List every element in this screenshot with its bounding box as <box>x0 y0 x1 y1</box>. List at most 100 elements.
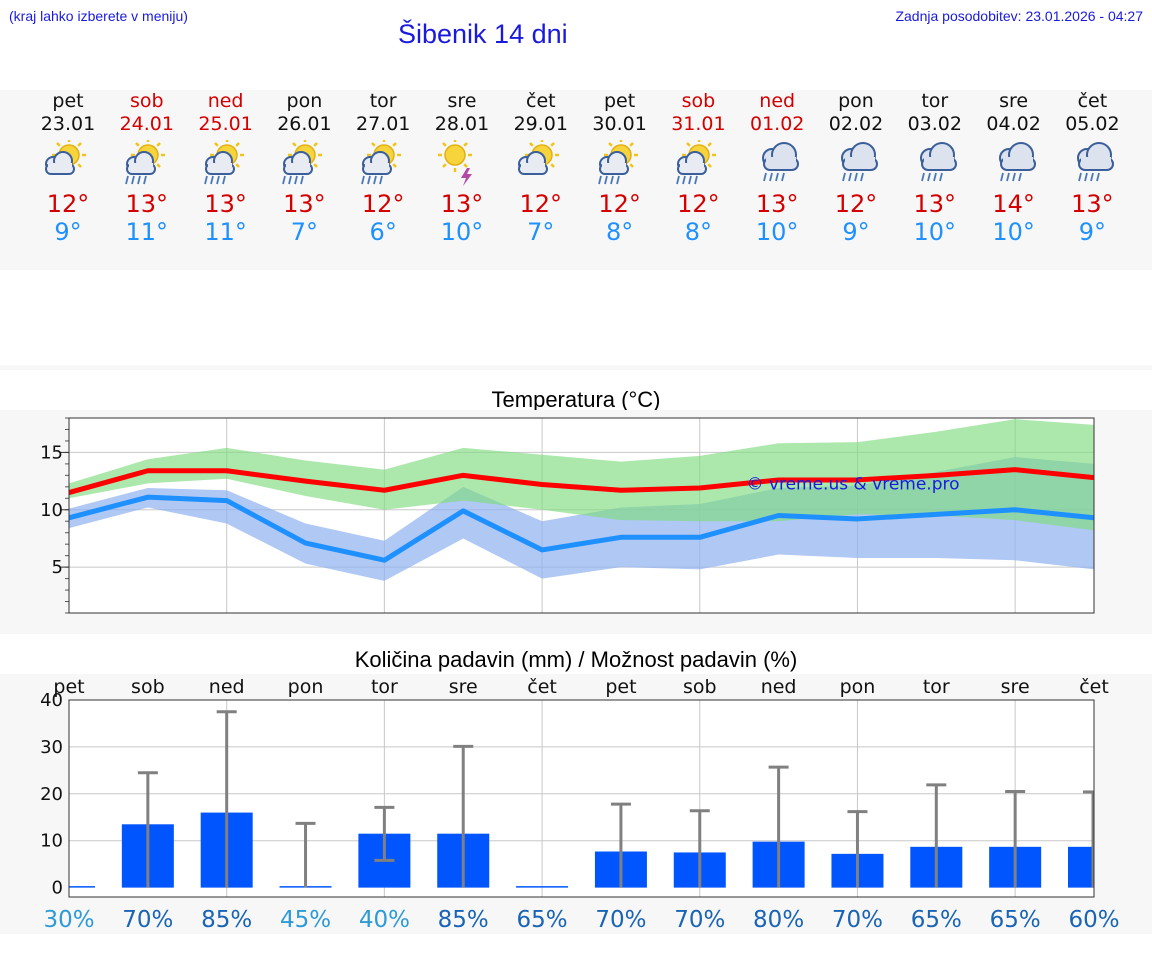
max-range-band <box>69 419 1094 531</box>
min-temp: 6° <box>369 218 397 246</box>
day-name: čet <box>1077 90 1108 112</box>
day-column: pon 02.02 12° 9° <box>816 90 896 246</box>
sun-cloud-rain-icon <box>203 140 244 185</box>
day-name: pet <box>603 90 636 112</box>
min-temp: 9° <box>1078 218 1107 246</box>
day-column: tor 03.02 13° 10° <box>895 90 975 246</box>
day-date: 31.01 <box>671 113 726 135</box>
day-column: čet 05.02 13° 9° <box>1052 90 1132 246</box>
precip-probability: 70% <box>122 907 173 933</box>
precip-probability: 40% <box>359 907 410 933</box>
day-date: 05.02 <box>1065 113 1120 135</box>
y-tick-label: 15 <box>40 442 63 463</box>
x-category-label: tor <box>371 676 398 698</box>
cloud-rain-icon <box>1077 142 1115 182</box>
x-category-label: pon <box>288 676 324 698</box>
x-category-label: sre <box>449 676 478 698</box>
x-category-label: čet <box>527 676 557 698</box>
day-name: ned <box>207 90 244 112</box>
day-name: pet <box>52 90 84 112</box>
day-name: tor <box>921 90 949 112</box>
day-column: sob 24.01 13° 11° <box>107 90 187 246</box>
day-date: 28.01 <box>434 113 490 135</box>
sun-cloud-rain-icon <box>282 140 323 185</box>
day-name: pon <box>838 90 874 112</box>
precip-probability: 65% <box>911 907 962 933</box>
day-name: tor <box>369 90 397 112</box>
day-column: sre 28.01 13° 10° <box>422 90 502 246</box>
day-name: ned <box>759 90 796 112</box>
precip-probability: 70% <box>832 907 883 933</box>
y-tick-label: 40 <box>40 690 63 711</box>
plot-frame <box>68 417 1095 614</box>
plot-frame <box>68 699 1095 898</box>
precip-probability: 45% <box>280 907 331 933</box>
cloud-rain-icon <box>998 142 1036 182</box>
cloud-rain-icon <box>762 142 800 182</box>
min-temp-line <box>68 494 1095 563</box>
min-temp: 8° <box>605 218 634 246</box>
sun-thunder-icon <box>438 140 472 186</box>
max-temp: 13° <box>204 190 247 218</box>
day-date: 02.02 <box>828 113 884 135</box>
y-tick-label: 10 <box>40 500 63 521</box>
max-temp: 12° <box>598 190 641 218</box>
day-column: ned 25.01 13° 11° <box>186 90 266 246</box>
day-column: sob 31.01 12° 8° <box>658 90 738 246</box>
max-temp: 14° <box>992 190 1035 218</box>
page-title: Šibenik 14 dni <box>398 19 568 49</box>
x-category-label: ned <box>761 676 797 698</box>
min-temp: 10° <box>440 218 484 246</box>
x-category-label: sre <box>1001 676 1030 698</box>
day-date: 26.01 <box>277 113 332 135</box>
sun-cloud-rain-icon <box>597 140 638 185</box>
day-name: sob <box>681 90 716 112</box>
min-temp: 11° <box>125 218 169 246</box>
day-date: 25.01 <box>198 113 253 135</box>
max-temp: 12° <box>677 190 720 218</box>
day-column: pon 26.01 13° 7° <box>264 90 344 246</box>
y-tick-label: 10 <box>40 831 63 852</box>
x-category-label: ned <box>209 676 245 698</box>
max-temp: 13° <box>1071 190 1114 218</box>
max-temp: 13° <box>283 190 326 218</box>
day-column: pet 30.01 12° 8° <box>580 90 660 246</box>
sun-cloud-icon <box>45 140 86 175</box>
temperature-chart: 5 10 15 © vreme.us & vreme.pro <box>40 417 1095 614</box>
precip-probability: 60% <box>1068 907 1119 933</box>
day-name: čet <box>526 90 556 112</box>
temperature-chart-title: Temperatura (°C) <box>491 387 661 412</box>
min-temp: 11° <box>204 218 247 246</box>
precip-probability: 85% <box>438 907 489 933</box>
max-temp: 12° <box>361 190 405 218</box>
precip-probability: 65% <box>517 907 568 933</box>
daily-forecast: pet 23.01 12° 9° sob 24.01 13° 11° ned 25.01 13° 11… <box>0 90 1152 270</box>
x-category-label: pet <box>53 676 84 698</box>
min-temp: 9° <box>54 218 82 246</box>
x-category-label: sob <box>131 676 165 698</box>
max-temp: 12° <box>46 190 90 218</box>
precip-bar <box>1068 846 1094 888</box>
day-date: 03.02 <box>907 113 962 135</box>
min-temp: 8° <box>684 218 713 246</box>
precip-bar <box>516 886 569 888</box>
max-temp-line <box>68 467 1095 495</box>
min-temp: 10° <box>992 218 1035 246</box>
day-date: 01.02 <box>749 113 805 135</box>
x-category-label: pet <box>605 676 636 698</box>
min-temp: 9° <box>842 218 870 246</box>
max-temp: 13° <box>755 190 799 218</box>
day-date: 04.02 <box>986 113 1041 135</box>
max-temp: 13° <box>125 190 169 218</box>
min-temp: 7° <box>290 218 319 246</box>
y-tick-label: 5 <box>52 557 63 578</box>
cloud-rain-icon <box>919 142 957 182</box>
day-name: sob <box>130 90 164 112</box>
day-date: 27.01 <box>355 113 411 135</box>
max-temp: 12° <box>519 190 563 218</box>
max-temp: 12° <box>834 190 878 218</box>
day-name: sre <box>447 90 477 112</box>
day-date: 30.01 <box>592 113 647 135</box>
day-column: ned 01.02 13° 10° <box>737 90 817 246</box>
